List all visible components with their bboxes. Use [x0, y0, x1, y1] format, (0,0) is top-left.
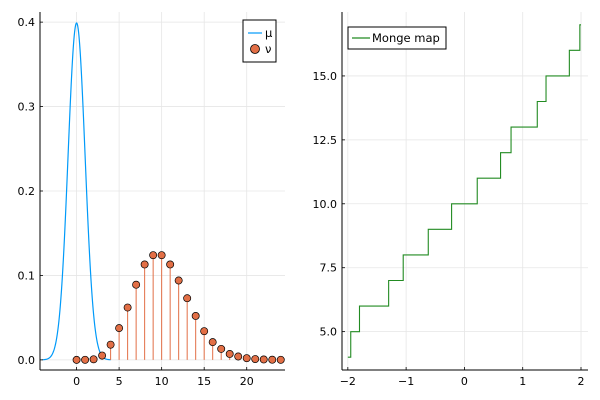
monge-map-y-tick-label: 5.0 [320, 326, 338, 339]
nu-point [123, 303, 132, 312]
monge-map-x-tick-label: 1 [519, 375, 526, 388]
nu-point [157, 251, 166, 260]
distribution-x-tick-label: 20 [240, 375, 254, 388]
monge-map-legend-box [347, 26, 447, 50]
legend-nu-label: ν [265, 42, 271, 56]
monge-map-x-tick-label: −2 [340, 375, 356, 388]
nu-point [183, 294, 192, 303]
monge-map-axes [341, 12, 588, 371]
distribution-y-tick-label: 0.2 [18, 185, 36, 198]
distribution-legend-box [242, 19, 277, 63]
monge-map-y-tick-label: 7.5 [320, 262, 338, 275]
legend-mu-label: μ [265, 26, 273, 40]
monge-map-x-tick-label: 0 [461, 375, 468, 388]
monge-map-y-tick-label: 15.0 [313, 70, 338, 83]
monge-map-series [347, 24, 581, 358]
nu-point [89, 355, 98, 364]
distribution-x-tick-label: 5 [116, 375, 123, 388]
distribution-y-tick-label: 0.1 [18, 269, 36, 282]
nu-point [251, 355, 260, 363]
monge-map-x-tick-label: −1 [398, 375, 414, 388]
nu-point [72, 355, 81, 364]
distribution-ticks: 0 5 10 15 20 0.0 0.1 0.2 0.3 0.4 [18, 16, 254, 388]
nu-point [276, 355, 285, 364]
nu-point [166, 260, 175, 269]
distribution-x-tick-label: 15 [197, 375, 211, 388]
nu-point [217, 344, 226, 353]
distribution-y-tick-label: 0.3 [18, 101, 36, 114]
distribution-series [42, 22, 285, 364]
nu-point [98, 351, 107, 360]
nu-point [225, 350, 234, 358]
nu-point [140, 260, 149, 269]
nu-point [259, 355, 268, 364]
distribution-plot: 0 5 10 15 20 0.0 0.1 0.2 0.3 0.4 μ ν [18, 12, 285, 388]
distribution-x-tick-label: 10 [155, 375, 169, 388]
nu-point [81, 355, 90, 364]
nu-point [115, 324, 124, 333]
monge-map-plot: −2 −1 0 1 2 5.0 7.5 10.0 12.5 15.0 Monge map [313, 12, 588, 388]
nu-point [174, 276, 183, 285]
distribution-legend: μ ν [242, 19, 277, 63]
nu-point [132, 280, 141, 289]
monge-map-y-tick-label: 10.0 [313, 198, 338, 211]
legend-nu-marker [250, 44, 260, 54]
nu-point [208, 338, 217, 347]
monge-map-y-tick-label: 12.5 [313, 134, 338, 147]
legend-monge-label: Monge map [372, 31, 440, 45]
nu-point [234, 352, 243, 361]
nu-point [242, 354, 251, 363]
nu-point [149, 251, 158, 260]
distribution-y-tick-label: 0.4 [18, 16, 36, 29]
monge-map-ticks: −2 −1 0 1 2 5.0 7.5 10.0 12.5 15.0 [313, 70, 585, 388]
nu-point [268, 355, 277, 364]
distribution-y-tick-label: 0.0 [18, 354, 36, 367]
mu-density-line [42, 22, 111, 361]
nu-point [200, 327, 209, 336]
nu-point [191, 312, 200, 320]
nu-point [106, 340, 115, 349]
monge-map-legend: Monge map [347, 26, 447, 50]
monge-map-x-tick-label: 2 [578, 375, 585, 388]
distribution-x-tick-label: 0 [73, 375, 80, 388]
monge-map-line [347, 24, 581, 358]
